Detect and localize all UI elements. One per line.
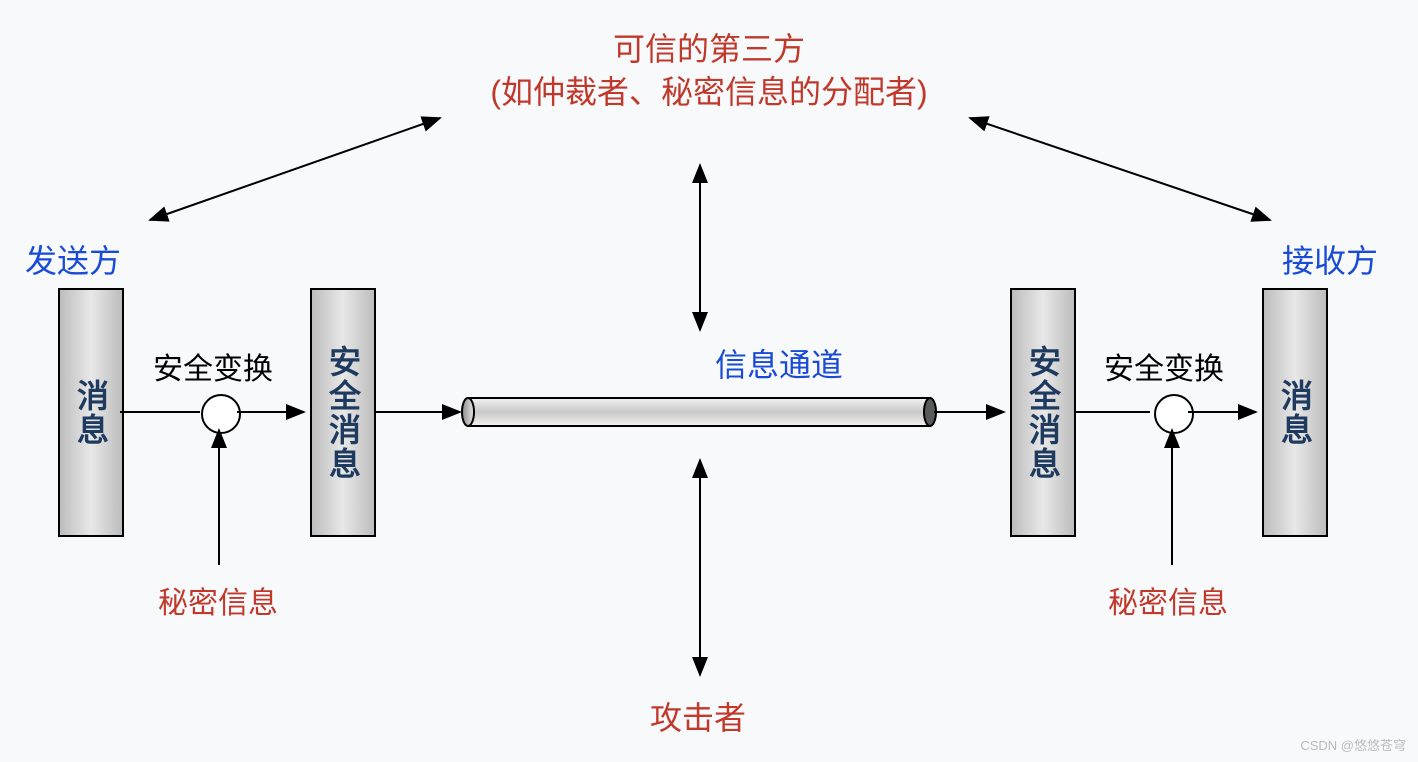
title-line2: (如仲裁者、秘密信息的分配者) [490, 74, 927, 110]
secret-info-label-left: 秘密信息 [158, 578, 278, 622]
transform-node-left [201, 394, 241, 434]
secure-transform-label-left: 安全变换 [153, 344, 273, 388]
message-box-right: 消息 [1262, 288, 1328, 537]
attacker-label: 攻击者 [650, 693, 746, 739]
secret-info-label-right: 秘密信息 [1108, 578, 1228, 622]
sender-label: 发送方 [25, 236, 121, 282]
info-channel-pipe [462, 398, 936, 426]
trusted-third-party-title: 可信的第三方 (如仲裁者、秘密信息的分配者) [0, 28, 1418, 114]
message-box-left: 消息 [58, 288, 124, 537]
title-line1: 可信的第三方 [613, 31, 805, 67]
secure-transform-label-right: 安全变换 [1104, 344, 1224, 388]
receiver-label: 接收方 [1282, 236, 1378, 282]
transform-node-right [1154, 394, 1194, 434]
watermark: CSDN @悠悠苍穹 [1300, 735, 1406, 754]
secure-message-box-left: 安全消息 [310, 288, 376, 537]
info-channel-label: 信息通道 [715, 340, 843, 386]
secure-message-box-right: 安全消息 [1010, 288, 1076, 537]
arrow [970, 118, 1270, 220]
arrow [150, 118, 440, 220]
diagram-canvas: 可信的第三方 (如仲裁者、秘密信息的分配者) 发送方 接收方 消息 安全消息 安… [0, 0, 1418, 762]
